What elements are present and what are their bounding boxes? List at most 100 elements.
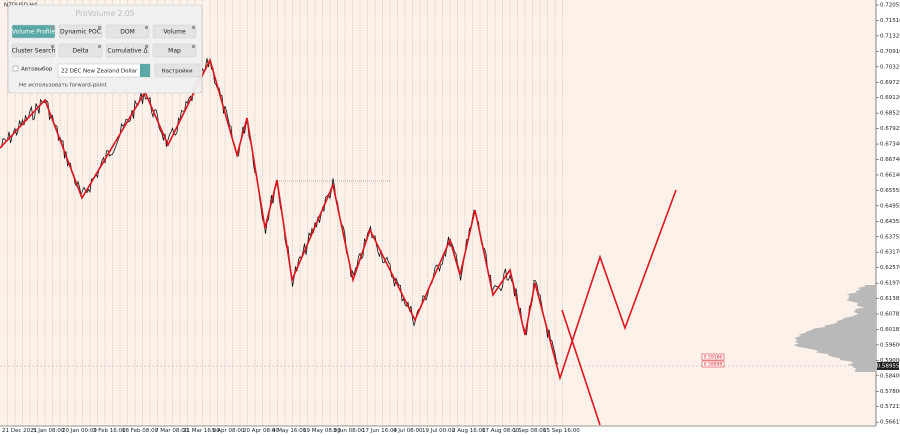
price-label: 0.69725 <box>880 80 900 86</box>
provolume-panel: ProVolume 2.05 Volume Profile Dynamic POC… <box>7 4 203 94</box>
auto-select[interactable]: Автовыбор <box>21 67 53 73</box>
volume-profile <box>793 285 876 372</box>
time-label: 20 Jan 00:00 <box>62 428 97 434</box>
button-corner <box>51 45 54 48</box>
price-label: 0.64355 <box>880 219 900 225</box>
settings[interactable]: Настройки <box>161 68 192 75</box>
time-label: 15 Sep 16:00 <box>543 428 580 434</box>
button-bg[interactable] <box>58 24 103 39</box>
time-label: 18 Feb 08:00 <box>122 428 159 434</box>
price-label: 0.71325 <box>880 33 900 39</box>
time-label: 19 May 08:00 <box>303 428 341 434</box>
price-label: 0.70325 <box>880 64 900 70</box>
settings-button[interactable] <box>154 63 201 78</box>
time-label: 19 Jul 00:00 <box>422 428 455 434</box>
price-label: 0.68525 <box>880 111 900 117</box>
button-corner <box>98 45 101 48</box>
price-label: 0.63755 <box>880 234 900 240</box>
price-label: 0.61385 <box>880 296 900 302</box>
button-bg[interactable] <box>152 43 197 58</box>
panel-button[interactable]: Cumulative Δ <box>105 43 150 58</box>
button-corner <box>192 45 195 48</box>
panel-button[interactable]: Map <box>152 43 197 58</box>
price-label: 0.56615 <box>880 420 900 426</box>
panel-button[interactable]: Delta <box>58 43 103 58</box>
time-label: 3 Jun 08:00 <box>333 428 365 434</box>
panel-button[interactable]: Volume Profile <box>11 24 56 39</box>
time-label: 20 Apr 08:00 <box>243 428 279 434</box>
time-label: 21 Dec 2021 <box>2 428 37 434</box>
forward-point[interactable]: Не использовать forward-point <box>19 83 108 89</box>
projection <box>561 309 601 426</box>
panel-button[interactable]: Cluster Search <box>11 43 56 58</box>
button-label[interactable]: Dynamic POC <box>60 29 101 36</box>
instrument: 22 DEC New Zealand Dollar <box>61 69 138 75</box>
button-corner <box>51 26 54 29</box>
time-label: 7 Mar 08:00 <box>155 428 189 434</box>
button-label[interactable]: Map <box>168 48 181 55</box>
button-bg[interactable] <box>11 24 56 39</box>
button-label[interactable]: Volume <box>163 29 186 36</box>
panel-title: ProVolume 2.05 <box>76 9 135 18</box>
price-label: 0.60785 <box>880 312 900 318</box>
button-label[interactable]: DOM <box>120 29 135 36</box>
current-price-box <box>877 362 899 370</box>
price-label: 0.60185 <box>880 327 900 333</box>
button-bg[interactable] <box>105 24 150 39</box>
button-corner <box>192 26 195 29</box>
time-label: 1 Sep 08:00 <box>513 428 547 434</box>
level-label: 0.58898 <box>704 362 723 368</box>
current-price: 0.58955 <box>877 364 900 370</box>
time-label: 17 Jun 16:00 <box>362 428 397 434</box>
time-label: 17 Aug 08:00 <box>482 428 520 434</box>
price-label: 0.67925 <box>880 126 900 132</box>
price-label: 0.72055 <box>880 3 900 9</box>
price-label: 0.65555 <box>880 188 900 194</box>
button-corner <box>145 45 148 48</box>
panel-button[interactable]: Volume <box>152 24 197 39</box>
time-label: 4 Jul 08:00 <box>393 428 423 434</box>
panel-button[interactable]: DOM <box>105 24 150 39</box>
time-label: 4 May 16:00 <box>272 428 307 434</box>
button-bg[interactable] <box>58 43 103 58</box>
level-box <box>701 353 725 361</box>
button-label[interactable]: Delta <box>72 48 88 55</box>
zigzag <box>0 57 677 381</box>
time-label: 21 Mar 16:00 <box>183 428 220 434</box>
time-label: 3 Feb 16:00 <box>93 428 126 434</box>
time-label: 5 Jan 08:00 <box>33 428 65 434</box>
button-bg[interactable] <box>11 43 56 58</box>
price-label: 0.57215 <box>880 404 900 410</box>
time-label: 2 Aug 16:00 <box>452 428 486 434</box>
button-label[interactable]: Cluster Search <box>12 48 56 55</box>
panel-button[interactable]: Dynamic POC <box>58 24 103 39</box>
button-label[interactable]: Cumulative Δ <box>107 48 148 55</box>
button-corner <box>145 26 148 29</box>
button-label[interactable]: Volume Profile <box>12 29 55 36</box>
button-bg[interactable] <box>152 24 197 39</box>
checkbox[interactable] <box>12 65 19 72</box>
dropdown-arrow[interactable] <box>140 64 150 77</box>
time-label: 5 Apr 08:00 <box>212 428 245 434</box>
button-bg[interactable] <box>105 43 150 58</box>
button-corner <box>98 26 101 29</box>
level-label: 0.59166 <box>704 355 723 361</box>
level-box <box>701 360 725 368</box>
time-axis <box>0 426 900 435</box>
